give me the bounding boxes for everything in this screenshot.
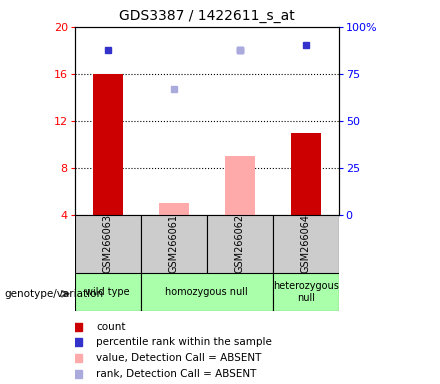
Bar <box>141 215 207 273</box>
Text: GSM266061: GSM266061 <box>169 214 179 273</box>
Bar <box>273 215 339 273</box>
Text: GSM266062: GSM266062 <box>235 214 245 273</box>
Bar <box>141 273 273 311</box>
Bar <box>207 215 273 273</box>
Text: percentile rank within the sample: percentile rank within the sample <box>96 337 272 347</box>
Text: GSM266063: GSM266063 <box>103 214 113 273</box>
Text: homozygous null: homozygous null <box>165 287 248 297</box>
Title: GDS3387 / 1422611_s_at: GDS3387 / 1422611_s_at <box>119 9 295 23</box>
Bar <box>291 133 321 215</box>
Bar <box>75 215 141 273</box>
Text: GSM266064: GSM266064 <box>301 214 311 273</box>
Text: genotype/variation: genotype/variation <box>4 289 103 299</box>
Text: count: count <box>96 322 125 332</box>
Text: value, Detection Call = ABSENT: value, Detection Call = ABSENT <box>96 353 261 363</box>
Text: heterozygous
null: heterozygous null <box>273 281 339 303</box>
Bar <box>225 156 255 215</box>
Bar <box>159 203 189 215</box>
Bar <box>75 273 141 311</box>
Bar <box>93 74 123 215</box>
Bar <box>273 273 339 311</box>
Text: rank, Detection Call = ABSENT: rank, Detection Call = ABSENT <box>96 369 256 379</box>
Text: wild type: wild type <box>85 287 130 297</box>
